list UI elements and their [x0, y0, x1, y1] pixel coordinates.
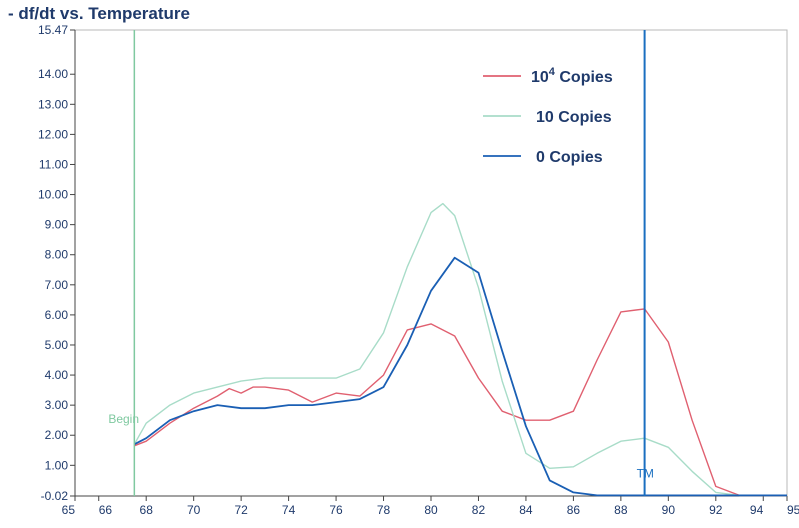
- y-ticks: 15.47 14.00 13.00 12.00 11.00 10.00 9.00 8.00 7.…: [38, 23, 75, 503]
- legend-label-2: 0 Copies: [536, 149, 603, 166]
- y-tick-label: 6.00: [45, 308, 69, 322]
- plot-frame: [74, 29, 788, 497]
- y-tick-label: 7.00: [45, 278, 69, 292]
- x-tick-label: 82: [472, 503, 486, 517]
- series-line-1: [133, 202, 787, 497]
- y-tick-label: 1.00: [45, 458, 69, 472]
- x-tick-label: 66: [99, 503, 113, 517]
- x-tick-label: 86: [567, 503, 581, 517]
- y-tick-label: 15.47: [38, 23, 68, 37]
- x-tick-label: 90: [662, 503, 676, 517]
- chart-title: - df/dt vs. Temperature: [8, 4, 190, 23]
- marker-layer: Begin TM: [108, 30, 654, 496]
- x-tick-label: 76: [329, 503, 343, 517]
- x-tick-label: 92: [709, 503, 723, 517]
- legend-label-0: 104 Copies: [531, 66, 613, 86]
- x-tick-label: 95: [787, 503, 799, 517]
- series-line-0: [134, 308, 787, 497]
- y-tick-label: 9.00: [45, 218, 69, 232]
- y-tick-label: 2.00: [45, 428, 69, 442]
- x-tick-label: 78: [377, 503, 391, 517]
- y-tick-label: 12.00: [38, 127, 68, 141]
- series-layer: [133, 202, 787, 497]
- legend-label-1: 10 Copies: [536, 109, 612, 126]
- x-tick-label: 70: [187, 503, 201, 517]
- x-tick-label: 84: [519, 503, 533, 517]
- y-tick-label: 11.00: [39, 157, 68, 171]
- x-ticks: 65 66 68 70 72 74 76 78 80 82 84 86 88 90 92 94 95: [62, 496, 799, 517]
- y-tick-label: -0.02: [41, 489, 69, 503]
- x-tick-label: 74: [282, 503, 296, 517]
- marker-label-tm: TM: [637, 466, 654, 480]
- x-tick-label: 68: [140, 503, 154, 517]
- x-tick-label: 65: [62, 503, 76, 517]
- x-tick-label: 72: [234, 503, 248, 517]
- y-tick-label: 3.00: [45, 398, 69, 412]
- marker-label-begin: Begin: [108, 412, 139, 426]
- y-tick-label: 13.00: [38, 97, 68, 111]
- y-tick-label: 8.00: [45, 248, 69, 262]
- x-tick-label: 94: [750, 503, 764, 517]
- y-tick-label: 5.00: [45, 338, 69, 352]
- y-tick-label: 4.00: [45, 368, 69, 382]
- legend: 104 Copies 10 Copies 0 Copies: [483, 66, 613, 166]
- series-line-2: [133, 256, 787, 497]
- x-tick-label: 80: [424, 503, 438, 517]
- y-tick-label: 10.00: [38, 188, 68, 202]
- x-tick-label: 88: [614, 503, 628, 517]
- y-tick-label: 14.00: [38, 67, 68, 81]
